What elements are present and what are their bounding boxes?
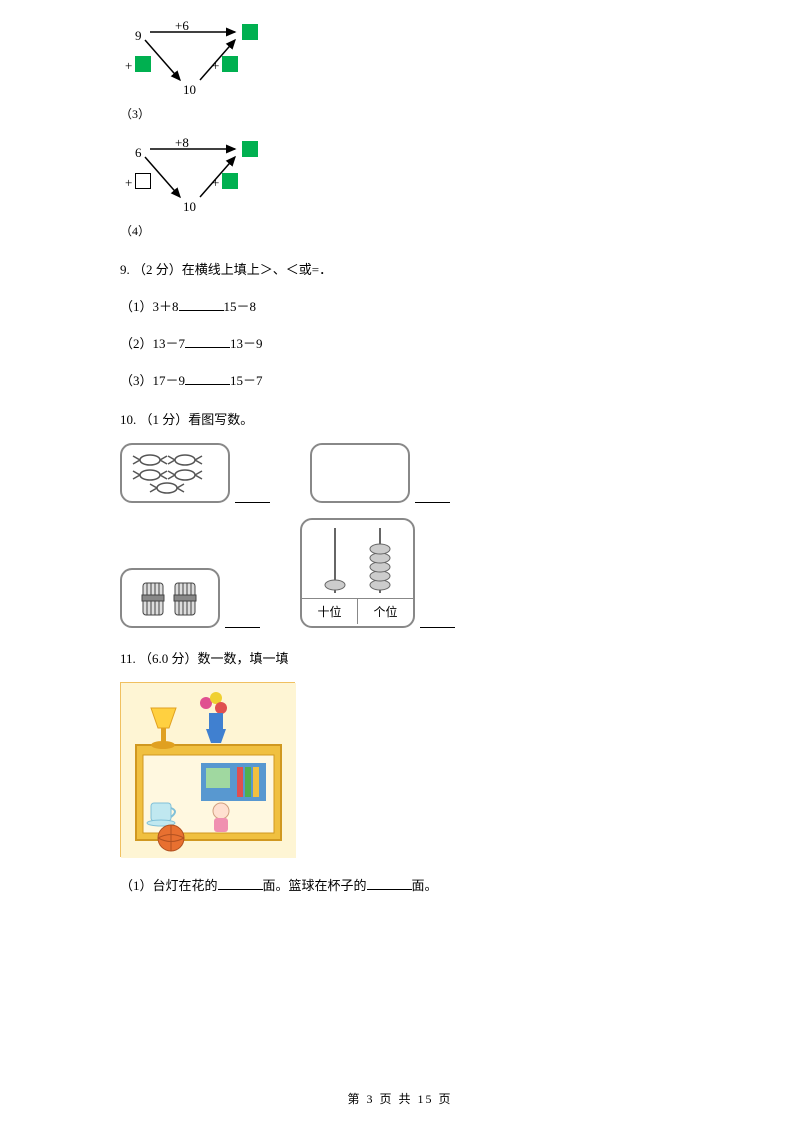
d3-rightop: + (212, 58, 219, 74)
d3-box-left (135, 56, 151, 72)
diagram-3: 9 +6 10 + + (120, 20, 280, 100)
q10-row-2: 十位 个位 (120, 518, 680, 628)
q9-1-label: （1） (120, 299, 153, 314)
abacus-box: 十位 个位 (300, 518, 415, 628)
sticks-icon (125, 573, 215, 623)
q9-3-right: 15－7 (230, 373, 263, 388)
q9-item-2: （2）13－7 13－9 (120, 333, 680, 352)
candy-icon (125, 448, 225, 498)
d4-bottom: 10 (183, 199, 196, 215)
d4-leftop: + (125, 175, 132, 191)
q10-row-1 (120, 443, 680, 503)
q11-blank-2[interactable] (367, 877, 412, 890)
candy-box (120, 443, 230, 503)
d3-box-top (242, 24, 258, 40)
q10-blank-3[interactable] (225, 615, 260, 628)
question-10: 10. （1 分）看图写数。 (120, 409, 680, 428)
diagram-4: 6 +8 10 + + (120, 137, 280, 217)
q11-1-t3: 面。 (412, 878, 438, 893)
d4-box-left (135, 173, 151, 189)
q11-blank-1[interactable] (218, 877, 263, 890)
q10-blank-1[interactable] (235, 490, 270, 503)
q9-title: 9. （2 分）在横线上填上＞、＜或=． (120, 262, 332, 277)
abacus-ones: 个位 (358, 599, 413, 624)
q9-2-right: 13－9 (230, 336, 263, 351)
q11-1-label: （1） (120, 878, 153, 893)
scene-image (120, 682, 295, 857)
abacus-tens: 十位 (302, 599, 358, 624)
q10-blank-4[interactable] (420, 615, 455, 628)
page-footer: 第 3 页 共 15 页 (0, 1090, 800, 1107)
abacus-icon (305, 523, 410, 598)
q11-1-t1: 台灯在花的 (153, 878, 218, 893)
d4-topop: +8 (175, 135, 189, 151)
q9-3-blank[interactable] (185, 372, 230, 385)
label-4: （4） (120, 222, 680, 239)
d3-bottom: 10 (183, 82, 196, 98)
q10-title: 10. （1 分）看图写数。 (120, 412, 253, 427)
d4-box-top (242, 141, 258, 157)
d3-topop: +6 (175, 18, 189, 34)
label-3: （3） (120, 105, 680, 122)
q11-1-t2: 面。篮球在杯子的 (263, 878, 367, 893)
q9-1-blank[interactable] (179, 298, 224, 311)
q9-1-right: 15－8 (224, 299, 257, 314)
q9-3-left: 17－9 (153, 373, 186, 388)
q9-2-blank[interactable] (185, 335, 230, 348)
sticks-box (120, 568, 220, 628)
q9-3-label: （3） (120, 373, 153, 388)
d4-rightop: + (212, 175, 219, 191)
scene-svg (121, 683, 296, 858)
q11-sub1: （1）台灯在花的 面。篮球在杯子的 面。 (120, 875, 680, 894)
q9-1-left: 3＋8 (153, 299, 179, 314)
d3-topleft: 9 (135, 28, 142, 44)
q9-item-1: （1）3＋8 15－8 (120, 296, 680, 315)
q11-title: 11. （6.0 分）数一数，填一填 (120, 651, 289, 666)
d4-topleft: 6 (135, 145, 142, 161)
q9-2-label: （2） (120, 336, 153, 351)
d4-box-right (222, 173, 238, 189)
d3-box-right (222, 56, 238, 72)
q10-blank-2[interactable] (415, 490, 450, 503)
empty-box (310, 443, 410, 503)
q9-item-3: （3）17－9 15－7 (120, 370, 680, 389)
question-9: 9. （2 分）在横线上填上＞、＜或=． (120, 259, 680, 278)
d3-leftop: + (125, 58, 132, 74)
question-11: 11. （6.0 分）数一数，填一填 (120, 648, 680, 667)
q9-2-left: 13－7 (153, 336, 186, 351)
